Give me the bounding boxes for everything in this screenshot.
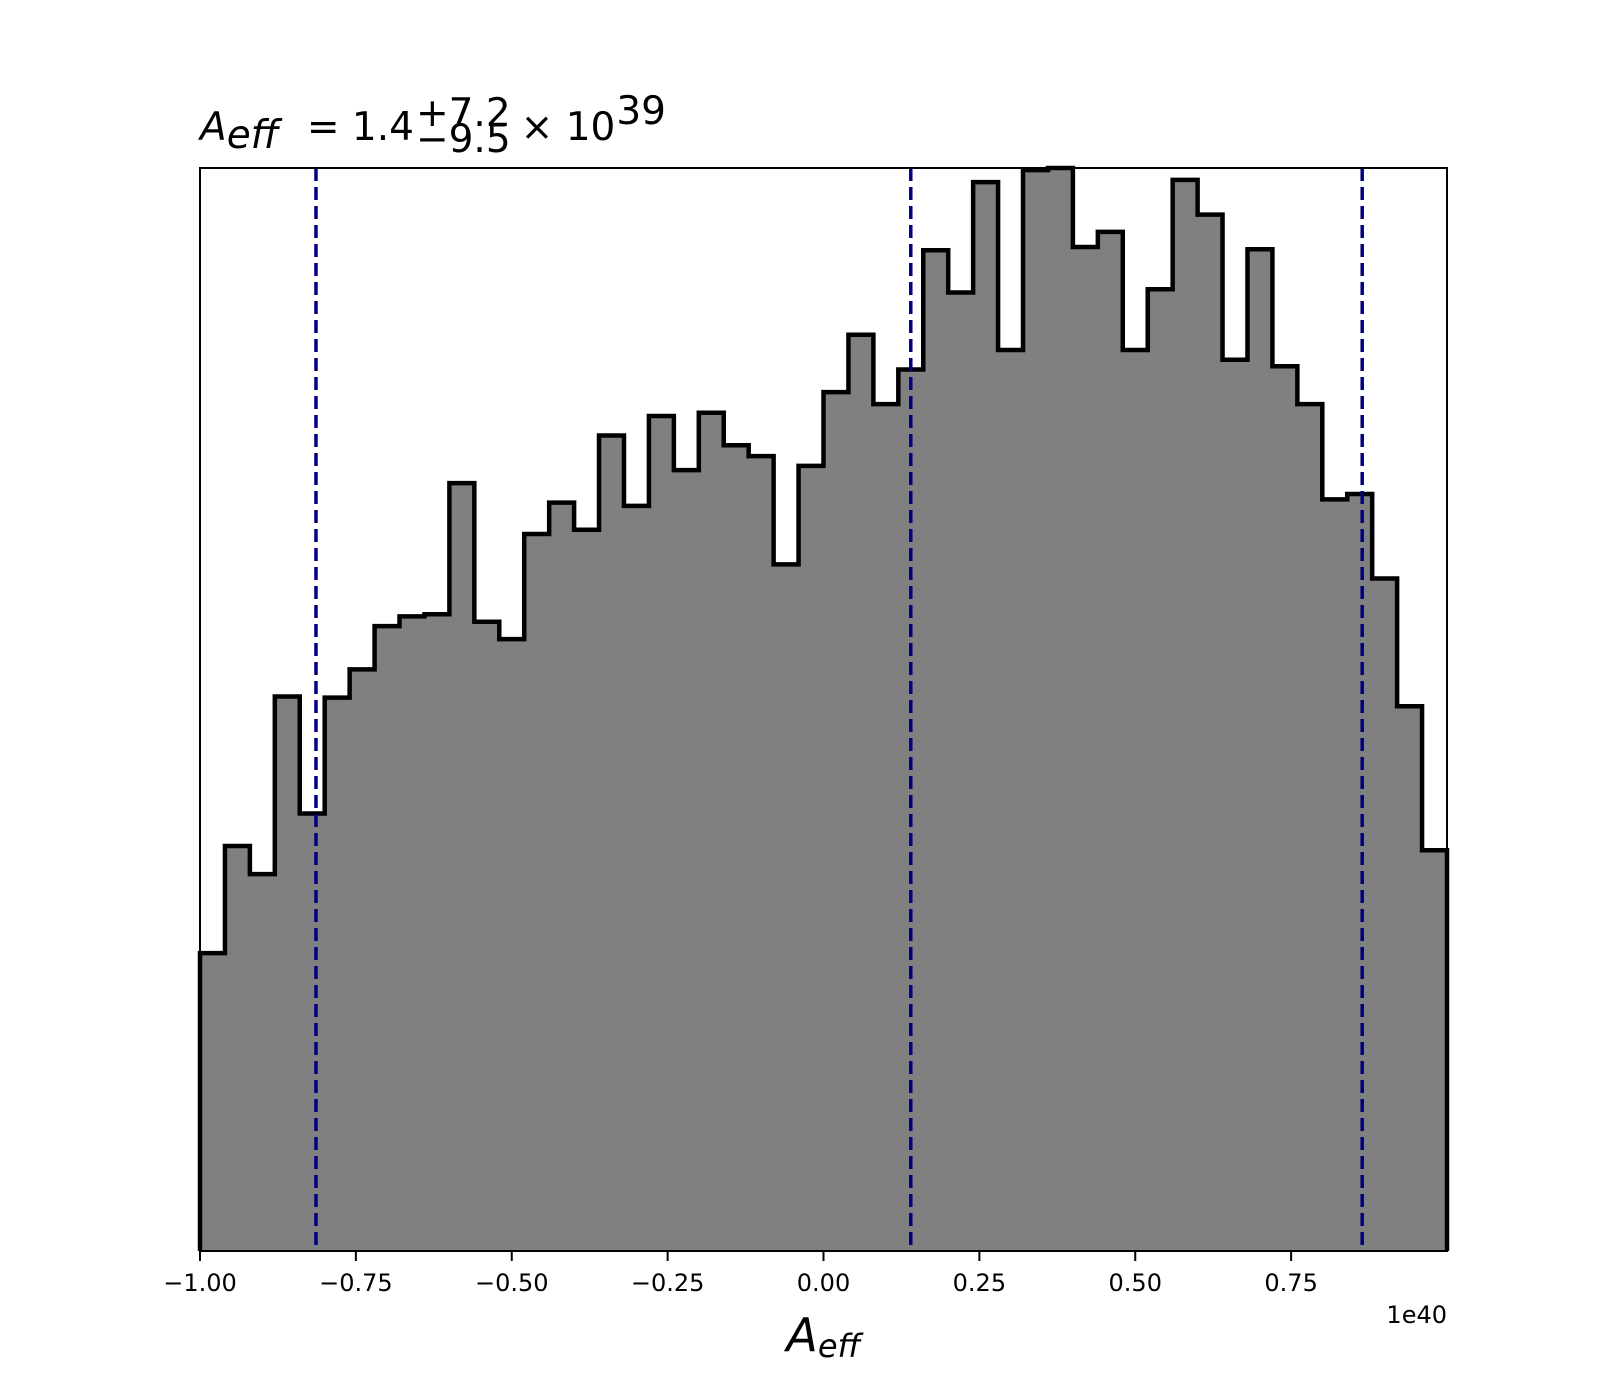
histogram-bar: [1222, 359, 1249, 1251]
histogram-bar: [923, 250, 949, 1252]
histogram-bar: [274, 696, 301, 1251]
chart-title: A eff = 1.4 +7.2 −9.5 × 10 39: [197, 89, 666, 162]
x-axis-label: Aeff: [783, 1308, 864, 1365]
x-tick-label: 0.25: [953, 1269, 1006, 1297]
x-tick-label: 0.75: [1264, 1269, 1317, 1297]
histogram-bar: [748, 456, 775, 1251]
histogram-bar: [1397, 706, 1423, 1251]
histogram-bar: [1047, 168, 1074, 1251]
histogram-bars: [200, 168, 1448, 1252]
x-tick-label: 0.00: [797, 1269, 850, 1297]
histogram-bar: [1272, 366, 1298, 1252]
histogram-bar: [224, 845, 251, 1251]
histogram-bar: [524, 534, 550, 1251]
histogram-bar: [848, 334, 874, 1252]
histogram-bar: [1322, 499, 1348, 1251]
histogram-bar: [599, 435, 625, 1252]
histogram-bar: [698, 412, 725, 1251]
histogram-bar: [1072, 247, 1099, 1251]
histogram-bar: [349, 669, 376, 1251]
x-tick-label: −0.75: [319, 1269, 393, 1297]
histogram-bar: [998, 349, 1024, 1252]
histogram-bar: [773, 564, 800, 1251]
histogram-bar: [200, 953, 226, 1251]
histogram-bar: [1172, 179, 1199, 1252]
histogram-bar: [648, 416, 675, 1252]
histogram-bar: [873, 404, 899, 1251]
x-tick-label: −0.50: [475, 1269, 549, 1297]
title-upper-error: +7.2: [416, 91, 511, 136]
histogram-bar: [1347, 493, 1373, 1251]
histogram-bar: [623, 505, 650, 1251]
title-multiplier: × 10: [521, 105, 616, 150]
x-axis-label-symbol: A: [783, 1308, 817, 1362]
x-tick-label: −0.25: [631, 1269, 705, 1297]
histogram-bar: [249, 874, 276, 1251]
histogram-bar: [449, 483, 475, 1251]
histogram-bar: [1197, 214, 1224, 1252]
histogram-bar: [399, 616, 426, 1251]
histogram-outline: [197, 165, 1450, 1251]
histogram-bar: [823, 392, 850, 1251]
title-lower-error: −9.5: [416, 117, 511, 162]
x-tick-label: −1.00: [163, 1269, 237, 1297]
histogram-bar: [574, 529, 600, 1251]
histogram-bar: [1422, 850, 1448, 1251]
histogram-bar: [1297, 404, 1323, 1251]
histogram-bar: [299, 813, 326, 1251]
histogram-bar: [798, 465, 825, 1251]
histogram-bar: [324, 697, 351, 1251]
histogram-bar: [1147, 289, 1174, 1251]
title-subscript: eff: [227, 113, 283, 158]
histogram-bar: [673, 470, 700, 1252]
vertical-lines: [314, 168, 1364, 1251]
histogram-bar: [1097, 231, 1124, 1252]
axis-offset-label: 1e40: [1386, 1301, 1447, 1329]
histogram-bar: [1122, 349, 1149, 1252]
histogram-bar: [973, 182, 999, 1252]
title-symbol: A: [197, 105, 227, 150]
title-exponent: 39: [616, 89, 666, 134]
x-axis-ticks: −1.00 −0.75 −0.50 −0.25 0.00 0.25 0.50 0.75: [163, 1251, 1318, 1297]
histogram-bar: [1247, 249, 1274, 1252]
histogram-bar: [374, 626, 401, 1251]
title-value: = 1.4: [307, 105, 414, 150]
histogram-bar: [1372, 578, 1398, 1251]
histogram-bar: [499, 639, 525, 1251]
histogram-bar: [948, 292, 974, 1251]
histogram-bar: [1023, 170, 1049, 1251]
histogram-bar: [549, 502, 575, 1252]
histogram-bar: [424, 614, 450, 1251]
histogram-bar: [723, 445, 750, 1251]
x-axis-label-subscript: eff: [818, 1327, 865, 1365]
x-tick-label: 0.50: [1109, 1269, 1162, 1297]
histogram-bar: [474, 621, 500, 1251]
